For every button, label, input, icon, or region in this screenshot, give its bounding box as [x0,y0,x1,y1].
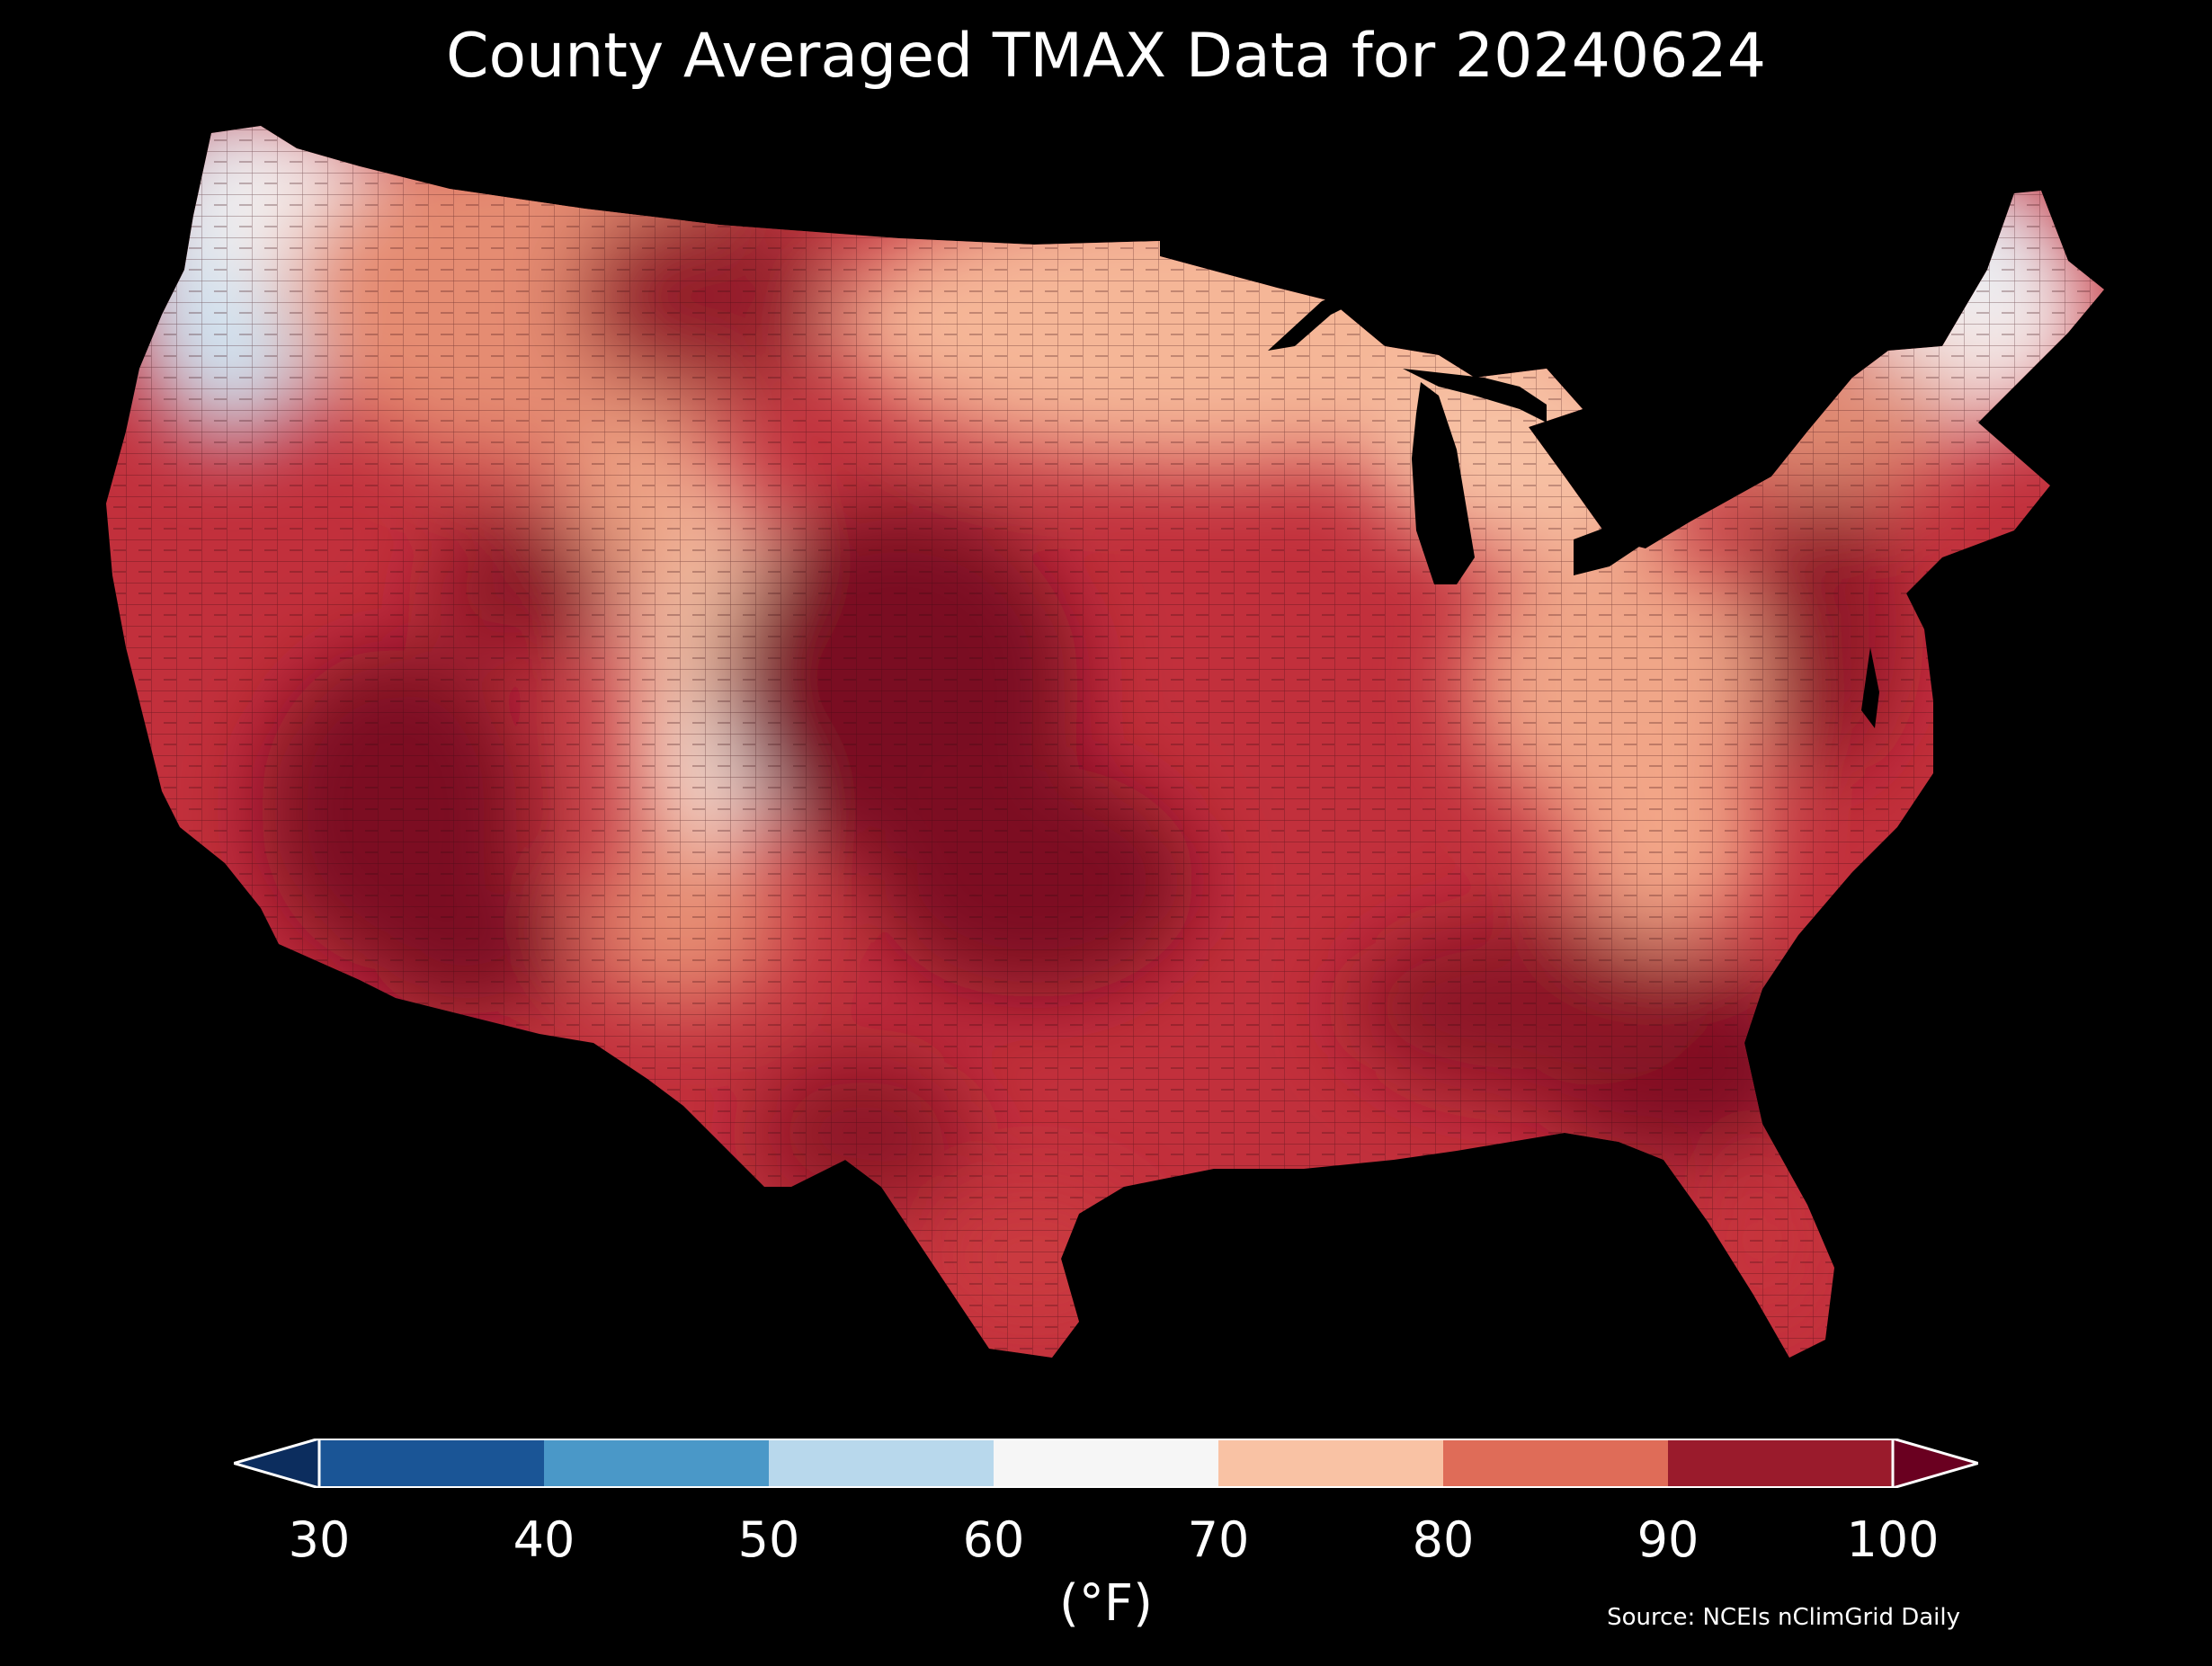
colorbar [234,1439,1978,1488]
colorbar-bin-3 [994,1439,1218,1487]
colorbar-bin-6 [1668,1439,1893,1487]
colorbar-tick-label: 100 [1846,1511,1940,1568]
colorbar-unit-label: (°F) [1059,1574,1153,1633]
colorbar-tick-label: 80 [1412,1511,1475,1568]
colorbar-bin-2 [769,1439,994,1487]
colorbar-under-arrow [234,1439,321,1488]
colorbar-tick-label: 40 [513,1511,575,1568]
colorbar-tick-label: 90 [1637,1511,1699,1568]
map-title: County Averaged TMAX Data for 20240624 [446,21,1766,92]
colorbar-tick-label: 30 [288,1511,351,1568]
colorbar-tick-label: 50 [737,1511,800,1568]
colorbar-tick-label: 70 [1187,1511,1250,1568]
colorbar-bin-4 [1218,1439,1443,1487]
source-credit: Source: NCEIs nClimGrid Daily [1607,1604,1960,1631]
colorbar-tick-label: 60 [962,1511,1025,1568]
colorbar-over-arrow [1891,1439,1978,1488]
colorbar-bin-0 [319,1439,544,1487]
colorbar-bin-1 [544,1439,769,1487]
colorbar-bin-5 [1443,1439,1668,1487]
